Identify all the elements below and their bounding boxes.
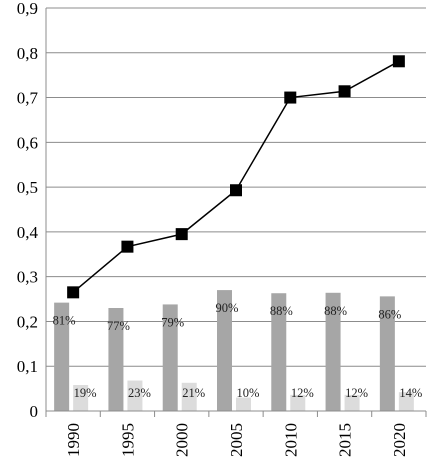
bar-light-label: 23% [128,386,151,400]
line-marker [67,286,80,299]
bar-light [290,394,306,411]
line-marker [392,55,405,68]
y-tick-label: 0,3 [17,268,38,287]
bar-light-label: 10% [237,386,260,400]
y-tick-label: 0,7 [17,89,39,108]
x-tick-label: 1990 [64,423,83,457]
x-tick-label: 2020 [390,423,409,457]
y-tick-label: 0,2 [17,312,38,331]
bar-light [344,394,360,411]
y-tick-label: 0,9 [17,0,38,18]
y-tick-label: 0 [30,402,39,421]
y-tick-label: 0,5 [17,178,38,197]
line-marker [284,91,297,104]
bar-dark [325,292,341,411]
bar-light [127,380,143,411]
line-marker [338,85,351,98]
bar-dark [271,293,287,411]
bar-light [236,397,251,411]
line-marker [121,240,134,253]
bar-dark-label: 77% [107,319,130,333]
x-tick-label: 2010 [281,423,300,457]
bar-dark [108,308,124,411]
x-tick-label: 2000 [173,423,192,457]
y-tick-label: 0,1 [17,357,38,376]
bar-light-label: 19% [74,386,97,400]
bar-light-label: 12% [345,386,368,400]
y-tick-label: 0,8 [17,44,38,63]
line-series [67,55,405,299]
bar-dark-label: 88% [270,304,293,318]
labels: 0 0,1 0,2 0,3 0,4 0,5 0,6 0,7 0,8 0,9 81% 19% 1990 77… [17,0,423,457]
y-tick-label: 0,4 [17,223,39,242]
bar-light [181,382,197,411]
bar-dark-label: 79% [161,315,184,329]
bar-light [73,385,89,411]
x-tick-label: 1995 [118,423,137,457]
bar-dark-label: 88% [324,304,347,318]
bar-dark [54,302,70,411]
y-tick-label: 0,6 [17,133,38,152]
line-marker [230,184,242,197]
bar-dark-label: 90% [216,301,239,315]
bar-light-label: 14% [399,386,422,400]
bar-dark [379,296,395,411]
line-marker [175,228,188,241]
x-tick-label: 2005 [227,423,246,457]
bar-dark [162,304,178,411]
bar-dark [217,290,232,411]
bar-dark-label: 81% [53,314,76,328]
bar-dark-label: 86% [378,307,401,321]
bar-light [398,392,414,411]
bar-light-label: 12% [291,386,314,400]
bar-light-label: 21% [182,386,205,400]
x-tick-label: 2015 [336,423,355,457]
axes [45,8,427,417]
bars [54,290,414,411]
